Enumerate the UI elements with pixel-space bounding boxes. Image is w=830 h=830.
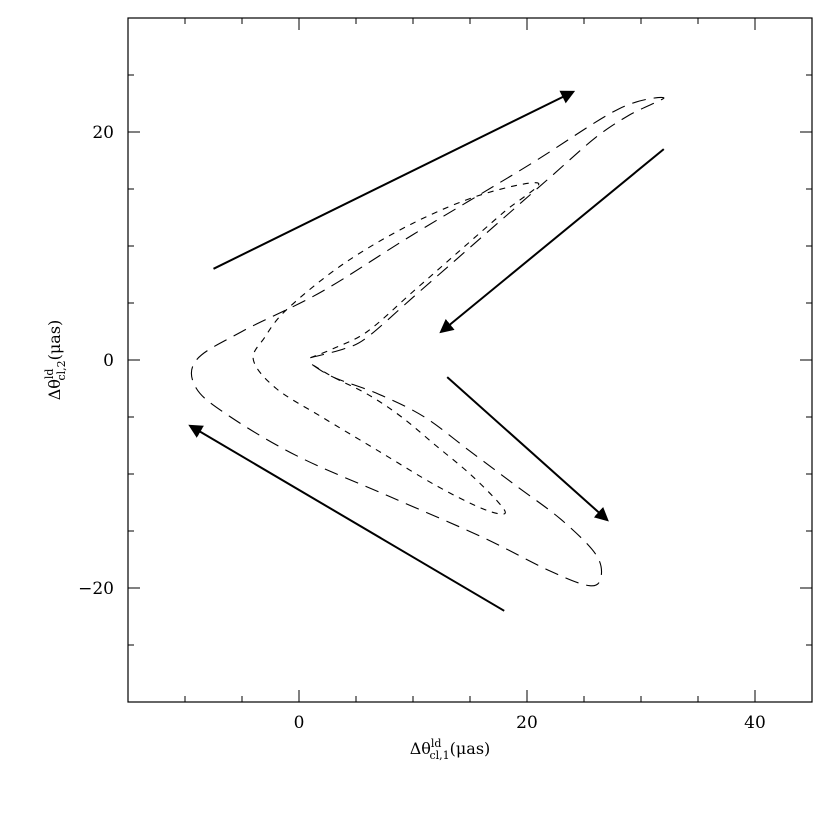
x-tick-label: 40 (744, 713, 766, 733)
y-axis-title-sub: cl,2 (55, 360, 68, 380)
series-layer (190, 97, 665, 587)
x-axis-title-main: Δθ (410, 739, 431, 758)
x-axis-title: Δθld cl,1(μas) (410, 737, 491, 762)
y-tick-label: 0 (103, 351, 114, 371)
plot-frame (127, 17, 813, 703)
y-axis-title: Δθldcl,2(μas) (43, 320, 68, 401)
y-axis-title-unit: (μas) (45, 320, 64, 361)
y-axis-title-main: Δθ (45, 379, 64, 400)
y-axis-title-sup: ld (43, 369, 56, 380)
x-axis-title-unit: (μas) (450, 739, 491, 758)
x-tick-label: 0 (294, 713, 305, 733)
direction-arrow-4 (188, 424, 505, 612)
series-line-1 (190, 97, 665, 587)
arrow-layer (188, 90, 665, 612)
tick-labels: 0 20 40 −20 0 20 (78, 123, 766, 733)
series-line-2 (252, 182, 540, 515)
direction-arrow-2 (439, 148, 665, 334)
axis-ticks (127, 17, 813, 703)
direction-arrow-1 (213, 90, 576, 270)
x-axis-title-sub: cl,1 (429, 749, 449, 762)
y-tick-label: −20 (78, 579, 114, 599)
x-axis-title-sup: ld (431, 737, 442, 750)
direction-arrow-3 (446, 376, 609, 522)
x-tick-label: 20 (516, 713, 538, 733)
y-tick-label: 20 (92, 123, 114, 143)
